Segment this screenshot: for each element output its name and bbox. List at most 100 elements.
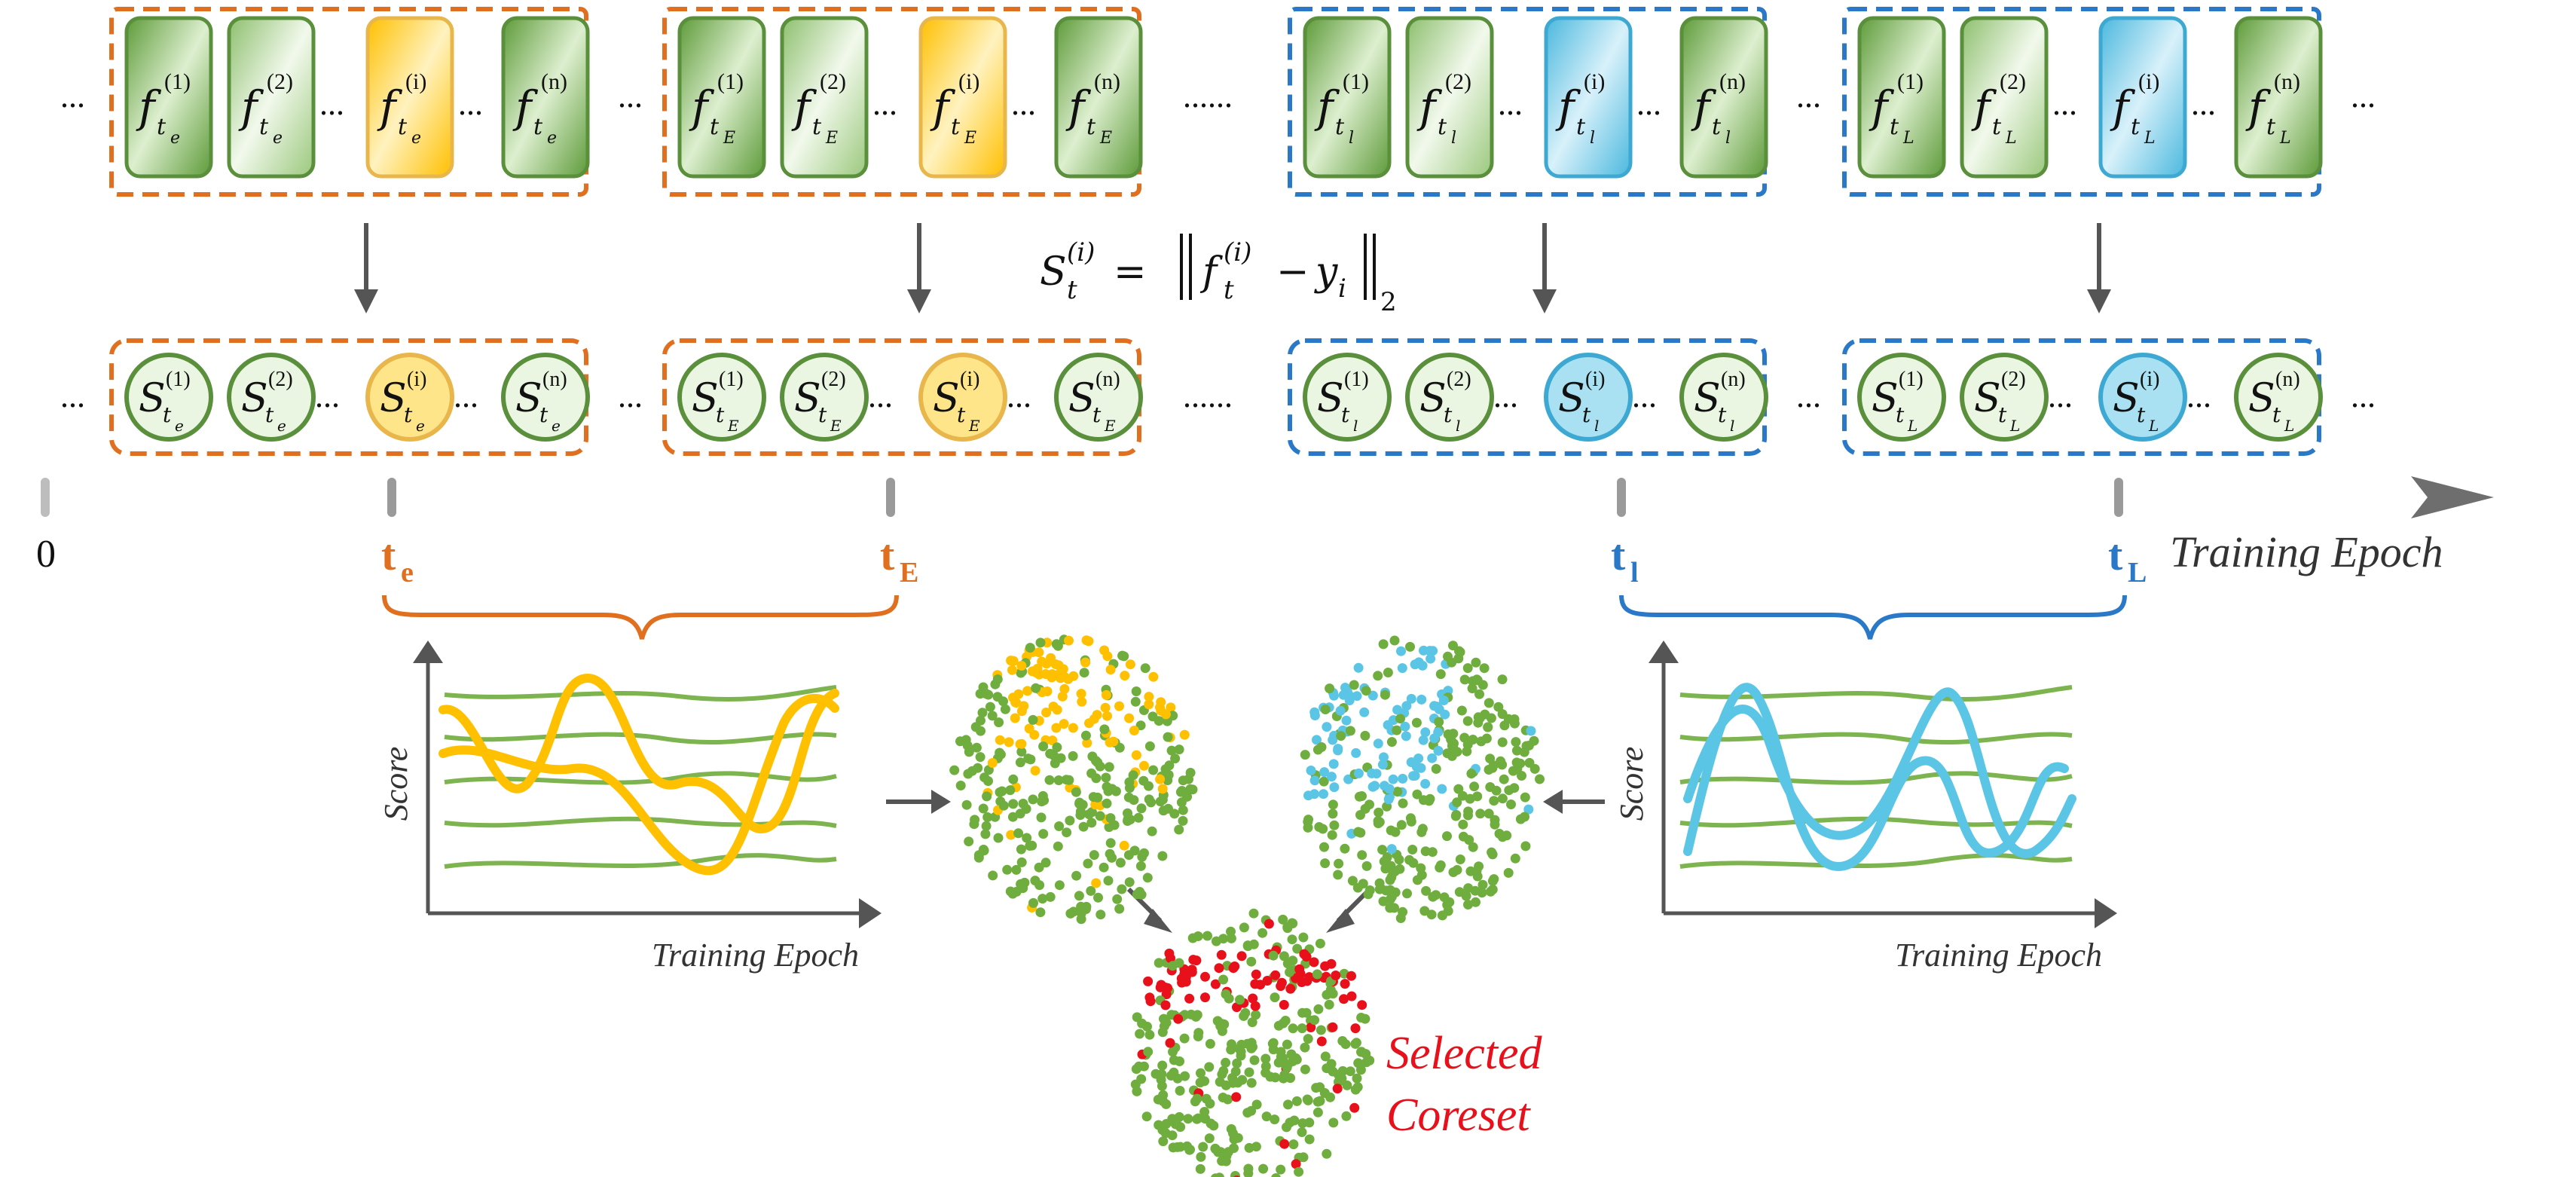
sample-dot — [1285, 967, 1295, 977]
score-symbol-base: S — [380, 376, 407, 421]
model-checkpoint-rect — [1405, 16, 1494, 179]
early-sample-cloud — [949, 634, 1198, 925]
sample-dot — [1292, 943, 1303, 954]
sample-dot — [1133, 812, 1144, 823]
sample-dot — [1319, 1088, 1330, 1098]
model-row-ellipsis-5: ... — [2351, 78, 2376, 115]
sample-dot — [1246, 1078, 1257, 1088]
model-checkpoint-box: f (1)t l — [1303, 16, 1392, 179]
sample-dot — [1468, 842, 1478, 852]
sample-dot — [982, 791, 992, 802]
sample-dot — [1102, 711, 1112, 721]
sample-dot — [1015, 809, 1025, 819]
sample-dot — [1028, 897, 1038, 908]
sample-dot — [1132, 1086, 1142, 1096]
sample-dot — [1124, 713, 1135, 723]
sample-dot — [1329, 730, 1340, 741]
sample-dot — [1312, 969, 1322, 980]
sample-dot — [1303, 817, 1313, 827]
sample-dot — [985, 702, 995, 712]
model-checkpoint-box: f (i)t E — [918, 16, 1007, 179]
sample-dot — [1227, 1073, 1238, 1083]
sample-dot — [1411, 761, 1422, 772]
sample-dot — [1135, 1029, 1145, 1039]
sample-dot — [1376, 883, 1386, 894]
sample-dot — [1412, 789, 1422, 799]
model-symbol-sup: (n) — [1094, 69, 1120, 94]
sample-dot — [1095, 811, 1105, 821]
sample-dot — [1342, 686, 1352, 697]
sample-dot — [1236, 1047, 1246, 1057]
left-plot-xlabel: Training Epoch — [652, 937, 859, 974]
sample-dot — [1443, 906, 1453, 916]
sample-dot — [1112, 894, 1123, 904]
sample-dot — [1306, 1023, 1316, 1032]
sample-dot — [1311, 1083, 1322, 1093]
formula-lhs-base: S — [1040, 249, 1067, 295]
sample-dot — [1418, 735, 1429, 745]
sample-dot — [1130, 696, 1141, 707]
model-symbol-sup: (i) — [2138, 69, 2159, 94]
formula-f-base: f — [1199, 249, 1223, 295]
score-group-frame — [1288, 338, 1767, 456]
sample-dot — [1304, 1134, 1315, 1145]
sample-dot — [1479, 663, 1490, 674]
sample-dot — [1064, 635, 1074, 646]
score-symbol-sup: (2) — [2001, 368, 2026, 391]
sample-dot — [1154, 1120, 1164, 1130]
sample-dot — [1163, 803, 1173, 814]
sample-dot — [1007, 665, 1017, 675]
sample-dot — [1389, 903, 1399, 913]
score-circle-shape — [365, 353, 454, 442]
sample-dot — [1243, 1168, 1254, 1177]
formula-f-sup: (i) — [1224, 237, 1251, 268]
sample-dot — [1333, 744, 1343, 754]
model-symbol-subsub: L — [2005, 129, 2017, 148]
score-symbol-sub: t — [265, 402, 274, 427]
sample-dot — [1497, 737, 1508, 747]
sample-dot — [1185, 768, 1196, 778]
sample-dot — [1016, 857, 1027, 867]
score-group-3: S (1)t lS (2)t l... S (i)t l... S (n)t l — [1288, 338, 1768, 456]
score-circle: S (i) t E — [918, 353, 1007, 442]
sample-dot — [1105, 813, 1116, 824]
sample-dot — [1187, 965, 1197, 975]
sample-dot — [1437, 784, 1447, 794]
score-curve — [444, 816, 837, 828]
sample-dot — [1470, 885, 1481, 896]
ellipsis-inner: ... — [872, 85, 897, 122]
model-symbol-sub: t — [1890, 114, 1899, 140]
sample-dot — [1349, 1102, 1360, 1113]
sample-dot — [1059, 719, 1069, 729]
sample-dot — [1141, 1111, 1152, 1122]
sample-dot — [1319, 789, 1328, 799]
score-symbol-sub: t — [1896, 402, 1905, 427]
score-curve — [1679, 732, 2073, 744]
score-circle-shape — [124, 353, 213, 442]
sample-dot — [1196, 1151, 1206, 1162]
sample-dot — [1156, 980, 1166, 990]
model-checkpoint-rect — [1544, 16, 1633, 179]
sample-dot — [1350, 1023, 1361, 1034]
sample-dot — [1080, 904, 1091, 914]
sample-dot — [1419, 645, 1429, 656]
sample-dot — [1373, 671, 1383, 681]
sample-dot — [1006, 830, 1016, 840]
sample-dot — [1179, 729, 1190, 740]
score-circle: S (2) t e — [227, 353, 316, 442]
sample-dot — [1065, 908, 1076, 919]
sample-dot — [1054, 821, 1065, 831]
sample-dot — [1529, 763, 1540, 774]
sample-dot — [1105, 838, 1116, 848]
score-symbol-base: S — [241, 376, 268, 421]
score-symbol-subsub: l — [1456, 417, 1460, 435]
sample-dot — [1316, 1036, 1327, 1047]
sample-dot — [1038, 741, 1049, 751]
sample-dot — [1258, 1163, 1269, 1174]
ellipsis-inner: ... — [2191, 85, 2216, 122]
sample-dot — [1487, 849, 1498, 860]
score-symbol-sub: t — [539, 402, 549, 427]
sample-dot — [1205, 1099, 1215, 1109]
sample-dot — [1345, 726, 1355, 736]
sample-dot — [1221, 1151, 1232, 1161]
